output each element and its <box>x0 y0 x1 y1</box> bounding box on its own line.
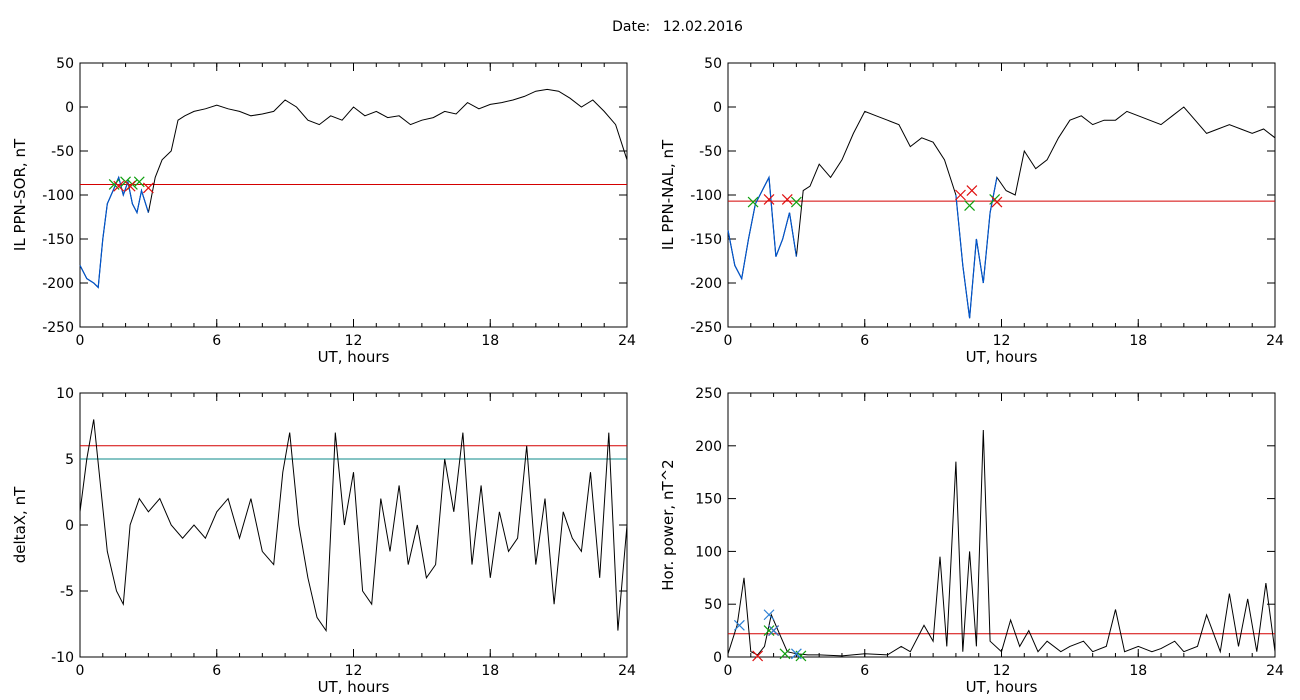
y-tick-label: -150 <box>690 232 722 248</box>
marker-blue <box>733 619 745 631</box>
x-tick-label: 12 <box>345 333 363 349</box>
figure-date: Date: 12.02.2016 <box>0 19 1300 35</box>
marker-red <box>991 196 1003 208</box>
marker-red <box>966 185 978 197</box>
series-highlight <box>955 177 998 319</box>
panel-il-sor: 0 6 12 18 24 50 0 -50 -100 -150 -200 -250 UT, hours I… <box>11 56 636 366</box>
x-tick-label: 24 <box>1266 663 1284 679</box>
y-axis-label: deltaX, nT <box>11 486 29 563</box>
y-tick-label: -100 <box>42 188 74 204</box>
x-tick-label: 0 <box>724 333 733 349</box>
x-tick-label: 12 <box>345 663 363 679</box>
panel-deltax: 0 6 12 18 24 10 5 0 -5 -10 UT, hours deltaX, nT <box>11 386 636 696</box>
plot-frame <box>727 392 1276 658</box>
y-tick-label: 200 <box>695 439 722 455</box>
x-tick-label: 0 <box>724 663 733 679</box>
series-line <box>727 429 1276 657</box>
series-line <box>79 88 628 289</box>
plot-frame <box>79 392 628 658</box>
y-tick-label: -250 <box>42 320 74 336</box>
y-tick-label: -200 <box>690 276 722 292</box>
y-tick-label: 100 <box>695 544 722 560</box>
y-tick-label: -100 <box>690 188 722 204</box>
marker-red <box>781 193 793 205</box>
panel-hor-power: 0 6 12 18 24 250 200 150 100 50 0 UT, hours Hor. pow… <box>659 386 1284 696</box>
x-tick-label: 6 <box>212 663 221 679</box>
marker-green <box>779 648 791 660</box>
y-tick-label: -10 <box>51 650 74 666</box>
panel-il-nal: 0 6 12 18 24 50 0 -50 -100 -150 -200 -250 UT, hours I… <box>659 56 1284 366</box>
y-tick-label: 0 <box>713 100 722 116</box>
marker-blue <box>768 625 780 637</box>
x-tick-label: 24 <box>618 663 636 679</box>
y-tick-label: 50 <box>704 597 722 613</box>
y-tick-label: -200 <box>42 276 74 292</box>
marker-red <box>142 182 154 194</box>
marker-red <box>113 180 125 192</box>
series-highlight <box>727 175 797 281</box>
x-tick-label: 18 <box>481 333 499 349</box>
y-tick-label: 50 <box>56 56 74 72</box>
y-tick-label: -50 <box>699 144 722 160</box>
x-tick-label: 18 <box>481 663 499 679</box>
series-line <box>79 419 628 633</box>
y-tick-label: 0 <box>713 650 722 666</box>
x-tick-label: 12 <box>993 333 1011 349</box>
x-axis-label: UT, hours <box>966 348 1038 366</box>
x-tick-label: 18 <box>1129 333 1147 349</box>
y-tick-label: 0 <box>65 518 74 534</box>
marker-green <box>747 196 759 208</box>
plot-frame <box>79 62 628 328</box>
y-tick-label: -5 <box>60 584 74 600</box>
x-tick-label: 0 <box>76 333 85 349</box>
y-tick-label: 250 <box>695 386 722 402</box>
marker-green <box>790 196 802 208</box>
y-tick-label: 0 <box>65 100 74 116</box>
marker-red <box>124 180 136 192</box>
x-tick-label: 6 <box>212 333 221 349</box>
marker-red <box>752 650 764 662</box>
marker-blue <box>790 648 802 660</box>
marker-green <box>964 200 976 211</box>
x-tick-label: 0 <box>76 663 85 679</box>
y-tick-label: 50 <box>704 56 722 72</box>
y-tick-label: -250 <box>690 320 722 336</box>
y-axis-label: IL PPN-NAL, nT <box>659 139 677 250</box>
x-tick-label: 6 <box>860 663 869 679</box>
marker-green <box>133 176 145 188</box>
date-value: 12.02.2016 <box>662 19 743 35</box>
y-tick-label: -150 <box>42 232 74 248</box>
series-line <box>727 106 1276 319</box>
x-tick-label: 24 <box>618 333 636 349</box>
marker-green <box>763 625 775 637</box>
x-tick-label: 12 <box>993 663 1011 679</box>
series-highlight <box>79 175 149 289</box>
y-tick-label: 5 <box>65 452 74 468</box>
y-tick-label: 150 <box>695 492 722 508</box>
x-axis-label: UT, hours <box>318 678 390 696</box>
marker-red <box>763 193 775 205</box>
x-axis-label: UT, hours <box>966 678 1038 696</box>
y-axis-label: IL PPN-SOR, nT <box>11 138 29 251</box>
marker-red <box>955 189 966 201</box>
x-tick-label: 24 <box>1266 333 1284 349</box>
y-axis-label: Hor. power, nT^2 <box>659 459 677 590</box>
date-label-text: Date: <box>612 19 651 35</box>
x-tick-label: 6 <box>860 333 869 349</box>
marker-blue <box>763 609 775 621</box>
x-tick-label: 18 <box>1129 663 1147 679</box>
x-axis-label: UT, hours <box>318 348 390 366</box>
y-tick-label: 10 <box>56 386 74 402</box>
y-tick-label: -50 <box>51 144 74 160</box>
plot-frame <box>727 62 1276 328</box>
